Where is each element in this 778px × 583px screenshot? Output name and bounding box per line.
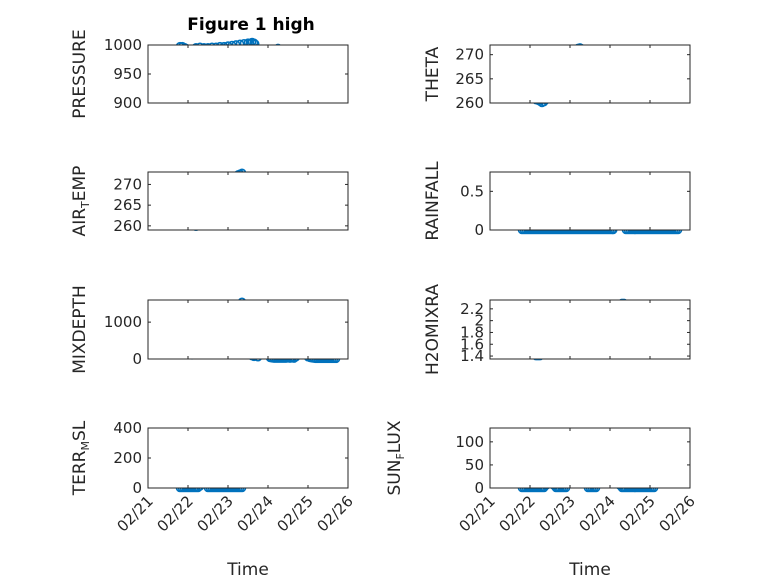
- y-tick-label: 1.8: [460, 323, 484, 341]
- subplot-theta: 260 265 270 THETA: [423, 43, 691, 112]
- axes-frame: [489, 171, 691, 231]
- y-tick-label: 265: [113, 196, 142, 214]
- subplot-pressure: 900 950 1000 PRESSURE: [70, 29, 349, 119]
- axes-frame: [147, 427, 349, 489]
- x-tick-label: 02/25: [616, 492, 659, 535]
- axes-frame: [489, 44, 691, 104]
- y-tick-label: 1000: [104, 36, 142, 54]
- y-tick-label: 100: [455, 433, 484, 451]
- x-tick-label: 02/26: [656, 492, 699, 535]
- y-axis-label: TERRMSL: [70, 420, 92, 496]
- y-tick-label: 265: [455, 70, 484, 88]
- y-tick-label: 950: [113, 65, 142, 83]
- figure-title: Figure 1 high: [187, 15, 315, 35]
- subplot-rainfall: 0 0.5 RAINFALL: [423, 161, 691, 241]
- x-axis-label: Time: [226, 560, 269, 580]
- y-tick-label: 1000: [104, 313, 142, 331]
- y-tick-label: 0: [132, 350, 142, 368]
- axes-frame: [147, 44, 349, 104]
- y-axis-label: MIXDEPTH: [70, 285, 90, 374]
- axes-frame: [489, 299, 691, 360]
- y-axis-label: H2OMIXRA: [423, 284, 443, 375]
- y-tick-label: 0.5: [460, 182, 484, 200]
- x-tick-label: 02/24: [576, 492, 619, 535]
- y-tick-label: 0: [474, 221, 484, 239]
- axes-frame: [147, 171, 349, 231]
- x-tick-label: 02/22: [496, 492, 539, 535]
- x-tick-label: 02/21: [456, 492, 499, 535]
- x-tick-label: 02/23: [194, 492, 237, 535]
- y-tick-label: 2: [474, 312, 484, 330]
- y-axis-label: AIRTEMP: [70, 166, 92, 237]
- subplot-air-temp: 260 265 270 AIRTEMP: [70, 166, 349, 237]
- y-tick-label: 270: [455, 46, 484, 64]
- x-tick-label: 02/24: [234, 492, 277, 535]
- y-tick-label: 900: [113, 94, 142, 112]
- y-tick-label: 200: [113, 449, 142, 467]
- x-tick-label: 02/23: [536, 492, 579, 535]
- subplot-mixdepth: 0 1000 MIXDEPTH: [70, 285, 349, 374]
- y-tick-label: 260: [455, 94, 484, 112]
- y-tick-label: 400: [113, 419, 142, 437]
- y-tick-label: 1.6: [460, 335, 484, 353]
- x-axis-label: Time: [568, 560, 611, 580]
- y-axis-label: THETA: [423, 46, 443, 102]
- x-tick-label: 02/25: [274, 492, 317, 535]
- y-tick-label: 2.2: [460, 300, 484, 318]
- y-tick-label: 260: [113, 217, 142, 235]
- y-axis-label: SUNFLUX: [385, 420, 407, 495]
- y-tick-label: 1.4: [460, 347, 484, 365]
- y-tick-label: 0: [474, 479, 484, 497]
- y-tick-label: 270: [113, 175, 142, 193]
- y-axis-label: PRESSURE: [70, 29, 90, 118]
- x-tick-label: 02/26: [314, 492, 357, 535]
- x-tick-label: 02/22: [154, 492, 197, 535]
- axes-frame: [489, 427, 691, 489]
- subplot-h2omixra: 1.41.61.822.2 H2OMIXRA: [423, 284, 691, 375]
- axes-frame: [147, 299, 349, 360]
- x-tick-label: 02/21: [114, 492, 157, 535]
- y-axis-label: RAINFALL: [423, 161, 443, 241]
- y-tick-label: 0: [132, 479, 142, 497]
- y-tick-label: 50: [465, 456, 484, 474]
